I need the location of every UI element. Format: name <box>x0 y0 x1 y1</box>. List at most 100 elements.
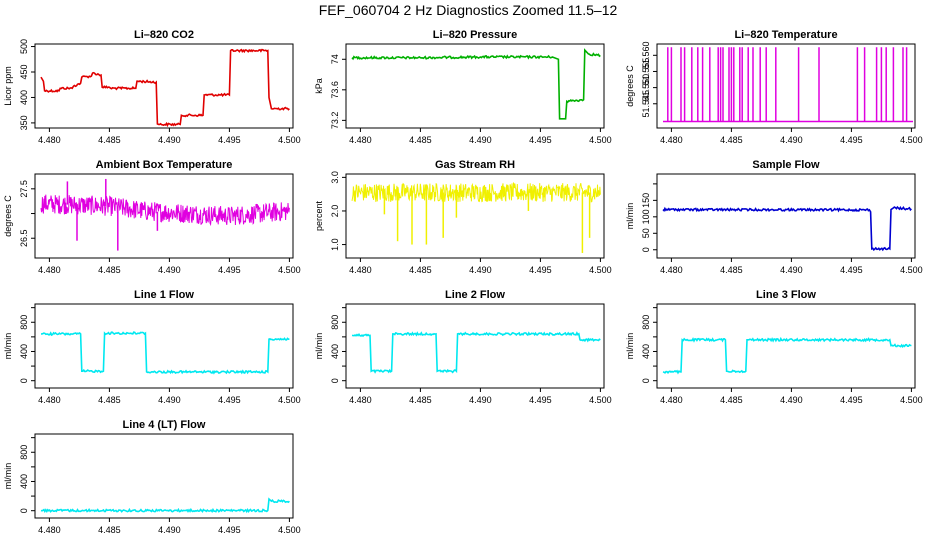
y-tick-label: 50 <box>641 228 651 238</box>
data-layer <box>40 178 290 251</box>
x-tick-label: 4.480 <box>660 395 683 405</box>
data-layer <box>41 331 290 375</box>
x-tick-label: 4.485 <box>98 525 121 535</box>
y-tick-label: 3.0 <box>330 171 340 184</box>
y-tick-label: 0 <box>641 247 651 252</box>
panel-2: Li–820 Pressure 4.480 4.485 4.490 4.495 4.500… <box>314 29 612 145</box>
x-tick-label: 4.480 <box>38 525 61 535</box>
series-line <box>351 331 601 374</box>
x-tick-label: 4.500 <box>900 395 923 405</box>
x-tick-label: 4.495 <box>840 265 863 275</box>
panel-title: Line 1 Flow <box>134 289 194 301</box>
panel-3: Li–820 Temperature 4.480 4.485 4.490 4.495 4.… <box>625 29 923 145</box>
x-tick-label: 4.480 <box>38 395 61 405</box>
y-axis-label: percent <box>314 200 324 231</box>
y-tick-label: 26.5 <box>19 229 29 247</box>
y-tick-label: 800 <box>641 315 651 330</box>
data-layer <box>351 331 601 374</box>
plot-frame <box>345 43 605 129</box>
panel-7: Line 1 Flow 4.480 4.485 4.490 4.495 4.500 0 400… <box>3 289 301 405</box>
data-layer <box>662 336 912 375</box>
y-axis-label: ml/min <box>314 333 324 360</box>
y-axis-label: Licor ppm <box>3 66 13 106</box>
y-tick-label: 51.555 <box>641 58 651 86</box>
y-tick-label: 800 <box>330 315 340 330</box>
plot-frame <box>345 303 605 389</box>
panel-title: Line 4 (LT) Flow <box>123 419 206 431</box>
y-tick-label: 0 <box>641 378 651 383</box>
x-tick-label: 4.485 <box>98 135 121 145</box>
panel-title: Line 3 Flow <box>756 289 816 301</box>
y-tick-label: 51.550 <box>641 74 651 102</box>
figure-title: FEF_060704 2 Hz Diagnostics Zoomed 11.5–… <box>318 2 618 18</box>
y-tick-label: 73.2 <box>330 112 340 130</box>
x-tick-label: 4.495 <box>529 135 552 145</box>
plot-frame <box>656 173 916 259</box>
x-tick-label: 4.490 <box>780 395 803 405</box>
x-tick-label: 4.500 <box>900 135 923 145</box>
x-tick-label: 4.495 <box>840 395 863 405</box>
series-line <box>351 48 601 120</box>
y-tick-label: 51.545 <box>641 90 651 118</box>
plot-frame <box>656 43 916 129</box>
x-tick-label: 4.500 <box>278 265 301 275</box>
x-tick-label: 4.480 <box>349 265 372 275</box>
panel-9: Line 3 Flow 4.480 4.485 4.490 4.495 4.500 0 400… <box>625 289 923 405</box>
data-layer <box>662 205 912 252</box>
x-tick-label: 4.500 <box>589 395 612 405</box>
y-tick-label: 800 <box>19 315 29 330</box>
y-axis-label: ml/min <box>3 333 13 360</box>
x-tick-label: 4.480 <box>38 265 61 275</box>
x-tick-label: 4.485 <box>98 265 121 275</box>
x-tick-label: 4.500 <box>278 525 301 535</box>
data-layer <box>40 497 290 514</box>
x-tick-label: 4.490 <box>469 395 492 405</box>
plot-frame <box>34 433 294 519</box>
panel-title: Li–820 Pressure <box>433 29 517 41</box>
x-tick-label: 4.500 <box>278 395 301 405</box>
y-tick-label: 400 <box>19 90 29 105</box>
data-layer <box>351 48 601 120</box>
plot-frame <box>345 173 605 259</box>
x-tick-label: 4.485 <box>98 395 121 405</box>
y-tick-label: 800 <box>19 445 29 460</box>
y-axis-label: ml/min <box>625 333 635 360</box>
y-tick-label: 100 <box>641 209 651 224</box>
x-tick-label: 4.490 <box>469 265 492 275</box>
x-tick-label: 4.480 <box>660 265 683 275</box>
x-tick-label: 4.490 <box>780 135 803 145</box>
panel-title: Sample Flow <box>752 159 820 171</box>
series-line <box>41 331 290 375</box>
plot-frame <box>34 303 294 389</box>
panel-title: Line 2 Flow <box>445 289 505 301</box>
x-tick-label: 4.495 <box>529 395 552 405</box>
x-tick-label: 4.495 <box>218 265 241 275</box>
plot-frame <box>34 173 294 259</box>
panel-10: Line 4 (LT) Flow 4.480 4.485 4.490 4.495 4.50… <box>3 419 301 535</box>
y-tick-label: 400 <box>19 474 29 489</box>
data-layer <box>351 181 601 253</box>
x-tick-label: 4.500 <box>589 265 612 275</box>
y-tick-label: 0 <box>330 378 340 383</box>
panel-4: Ambient Box Temperature 4.480 4.485 4.490 4.… <box>3 159 301 275</box>
x-tick-label: 4.490 <box>158 135 181 145</box>
y-axis-label: kPa <box>314 78 324 94</box>
plot-frame <box>34 43 294 129</box>
x-tick-label: 4.485 <box>720 265 743 275</box>
panel-title: Gas Stream RH <box>435 159 515 171</box>
y-tick-label: 73.6 <box>330 81 340 99</box>
x-tick-label: 4.495 <box>840 135 863 145</box>
x-tick-label: 4.490 <box>469 135 492 145</box>
x-tick-label: 4.485 <box>409 265 432 275</box>
y-tick-label: 74 <box>330 54 340 64</box>
x-tick-label: 4.495 <box>529 265 552 275</box>
x-tick-label: 4.480 <box>349 135 372 145</box>
y-axis-label: degrees C <box>625 65 635 107</box>
y-tick-label: 450 <box>19 64 29 79</box>
y-tick-label: 0 <box>19 378 29 383</box>
x-tick-label: 4.485 <box>720 135 743 145</box>
series-line <box>662 205 912 252</box>
y-tick-label: 51.560 <box>641 42 651 70</box>
series-line <box>40 48 290 127</box>
